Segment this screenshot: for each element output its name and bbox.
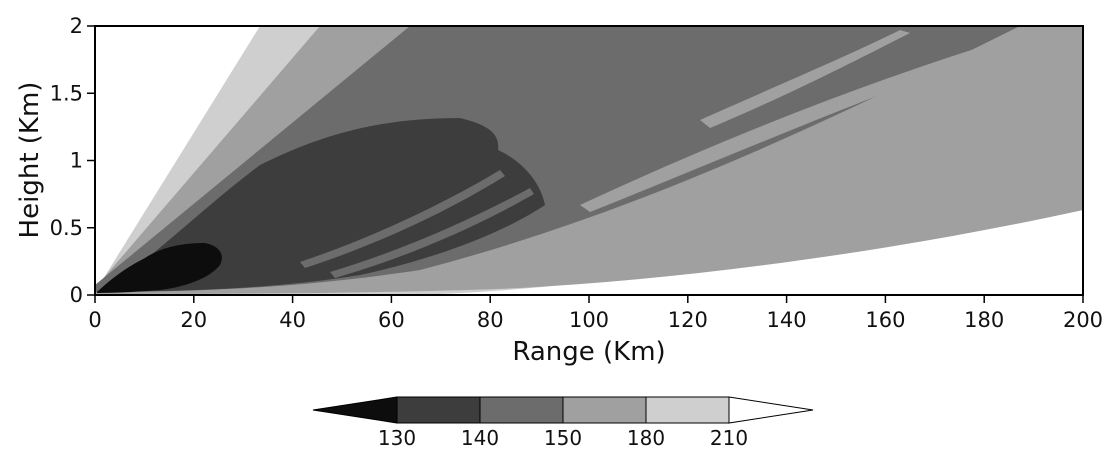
y-tick-label: 0 — [70, 283, 83, 307]
x-tick-label: 120 — [668, 308, 708, 332]
y-axis-title: Height (Km) — [15, 82, 45, 239]
x-tick-label: 140 — [767, 308, 807, 332]
colorbar-label: 210 — [710, 426, 748, 449]
y-axis-ticks: 0 0.5 1 1.5 2 — [50, 14, 95, 307]
x-axis-title: Range (Km) — [512, 337, 665, 367]
x-tick-label: 160 — [865, 308, 905, 332]
x-tick-label: 0 — [88, 308, 101, 332]
y-tick-label: 2 — [70, 14, 83, 38]
streak-4 — [330, 188, 534, 278]
region-above-210-lower — [95, 162, 1083, 295]
x-tick-label: 20 — [180, 308, 207, 332]
colorbar-label: 140 — [461, 426, 499, 449]
streak-3 — [300, 170, 505, 268]
x-tick-label: 200 — [1063, 308, 1102, 332]
colorbar: 130 140 150 180 210 — [312, 396, 814, 449]
x-tick-label: 180 — [964, 308, 1004, 332]
streak-2 — [700, 30, 910, 128]
y-tick-label: 1 — [70, 149, 83, 173]
colorbar-segment — [728, 396, 814, 424]
colorbar-segment — [312, 396, 398, 424]
colorbar-label: 180 — [627, 426, 665, 449]
colorbar-segment — [645, 396, 730, 424]
x-tick-label: 100 — [569, 308, 609, 332]
y-tick-label: 1.5 — [50, 81, 83, 105]
colorbar-label: 130 — [378, 426, 416, 449]
streak-1 — [580, 26, 1070, 212]
x-tick-label: 80 — [477, 308, 504, 332]
colorbar-segment — [479, 396, 564, 424]
contour-regions — [95, 26, 1083, 295]
colorbar-segment — [396, 396, 481, 424]
y-tick-label: 0.5 — [50, 216, 83, 240]
x-tick-label: 60 — [378, 308, 405, 332]
x-axis-ticks: 0 20 40 60 80 100 120 140 160 180 200 — [88, 295, 1102, 332]
colorbar-label: 150 — [544, 426, 582, 449]
colorbar-segment — [562, 396, 647, 424]
x-tick-label: 40 — [279, 308, 306, 332]
region-below-130 — [97, 243, 222, 293]
